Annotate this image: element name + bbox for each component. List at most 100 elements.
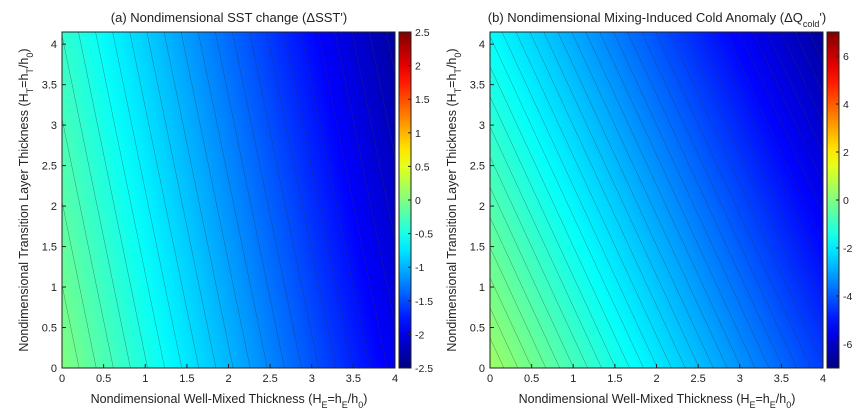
contour-line xyxy=(62,283,80,368)
x-tick-label: 0 xyxy=(59,373,65,385)
y-tick-label: 1.5 xyxy=(42,242,57,254)
x-ticks: 0 0.5 1 1.5 2 2.5 3 3.5 4 xyxy=(59,364,398,385)
x-axis-label: Nondimensional Well-Mixed Thickness (HE=… xyxy=(519,392,796,410)
y-tick-label: 4 xyxy=(479,39,485,51)
contour-line xyxy=(490,216,561,368)
y-tick-label: 0 xyxy=(479,363,485,375)
contour-line xyxy=(112,32,183,368)
y-tick-label: 2 xyxy=(479,201,485,213)
x-ticks: 0 0.5 1 1.5 2 2.5 3 3.5 4 xyxy=(487,364,826,385)
heatmap-fill xyxy=(62,32,395,368)
contour-line xyxy=(62,117,114,368)
contour-line xyxy=(669,32,823,365)
x-tick-label: 1 xyxy=(570,373,576,385)
contour-line xyxy=(627,32,784,368)
colorbar-tick-label: -2.5 xyxy=(415,363,433,375)
x-tick-label: 2.5 xyxy=(262,373,277,385)
colorbar-tick-label: 1.5 xyxy=(415,94,430,106)
x-tick-label: 3 xyxy=(737,373,743,385)
chart-title: (a) Nondimensional SST change (ΔSST') xyxy=(111,10,347,25)
contour-line xyxy=(585,32,742,368)
y-tick-label: 2 xyxy=(51,201,57,213)
colorbar-tick-label: 0.5 xyxy=(415,161,430,173)
colorbar-tick-label: 2 xyxy=(843,147,849,159)
y-tick-label: 3.5 xyxy=(470,80,485,92)
contour-line xyxy=(146,32,217,368)
contour-line xyxy=(490,95,616,368)
x-tick-label: 1.5 xyxy=(179,373,194,385)
contour-line xyxy=(655,32,812,368)
contour-line xyxy=(529,32,686,368)
contour-line xyxy=(369,32,395,159)
plot-area xyxy=(62,32,395,368)
contour-line xyxy=(490,126,602,368)
contour-line xyxy=(490,186,574,368)
x-tick-label: 2 xyxy=(225,373,231,385)
contour-line xyxy=(490,246,547,368)
y-tick-label: 1 xyxy=(479,282,485,294)
contour-line xyxy=(515,32,672,368)
colorbar-tick-label: 6 xyxy=(843,51,849,63)
contour-line xyxy=(641,32,798,368)
x-tick-label: 3.5 xyxy=(774,373,789,385)
contour-line xyxy=(752,32,823,184)
contour-line xyxy=(543,32,700,368)
contour-line xyxy=(490,307,519,368)
y-tick-label: 0 xyxy=(51,363,57,375)
x-tick-label: 4 xyxy=(392,373,398,385)
contour-line xyxy=(725,32,823,244)
colorbar-tick-label: -2 xyxy=(843,243,852,255)
contour-line xyxy=(180,32,251,368)
colorbar-tick-label: 2.5 xyxy=(415,27,430,39)
x-tick-label: 1.5 xyxy=(607,373,622,385)
colorbar-tick-label: -1 xyxy=(415,262,424,274)
contour-line xyxy=(739,32,823,214)
y-tick-label: 2.5 xyxy=(470,161,485,173)
plot-area xyxy=(490,32,823,368)
contour-line xyxy=(490,276,533,368)
colorbar-tick-label: 0 xyxy=(415,195,421,207)
y-tick-label: 4 xyxy=(51,39,57,51)
contour-line xyxy=(62,33,131,368)
y-tick-label: 2.5 xyxy=(42,161,57,173)
contour-line xyxy=(766,32,823,154)
y-tick-label: 0.5 xyxy=(42,323,57,335)
contour-line xyxy=(78,32,148,368)
contour-line xyxy=(501,32,658,368)
x-axis-label: Nondimensional Well-Mixed Thickness (HE=… xyxy=(91,392,368,410)
colorbar-tick-label: 0 xyxy=(843,195,849,207)
contour-line xyxy=(283,32,354,368)
y-tick-label: 1 xyxy=(51,282,57,294)
y-tick-label: 3 xyxy=(51,120,57,132)
y-ticks: 0 0.5 1 1.5 2 2.5 3 3.5 4 xyxy=(470,39,494,375)
x-tick-label: 0 xyxy=(487,373,493,385)
y-tick-label: 3.5 xyxy=(42,80,57,92)
contour-line xyxy=(490,156,588,368)
colorbar-tick-label: -6 xyxy=(843,339,852,351)
y-axis-label: Nondimensional Transition Layer Thicknes… xyxy=(445,48,463,351)
contour-line xyxy=(232,32,302,368)
colorbar-tick-label: 1 xyxy=(415,128,421,140)
x-tick-label: 0.5 xyxy=(96,373,111,385)
x-tick-label: 3.5 xyxy=(346,373,361,385)
contour-line xyxy=(351,32,395,242)
contour-line xyxy=(62,200,97,368)
contour-line xyxy=(317,32,388,368)
x-tick-label: 2 xyxy=(653,373,659,385)
chart-title: (b) Nondimensional Mixing-Induced Cold A… xyxy=(488,10,826,29)
colorbar: 6 4 2 0 -2 -4 -6 xyxy=(826,31,852,369)
x-tick-label: 3 xyxy=(309,373,315,385)
x-tick-label: 1 xyxy=(142,373,148,385)
y-tick-label: 1.5 xyxy=(470,242,485,254)
colorbar-tick-label: -4 xyxy=(843,291,852,303)
contour-line xyxy=(711,32,823,274)
contour-line xyxy=(334,32,395,325)
y-axis-label: Nondimensional Transition Layer Thicknes… xyxy=(17,48,35,351)
contour-line xyxy=(95,32,165,368)
contour-line xyxy=(780,32,823,124)
y-tick-label: 0.5 xyxy=(470,323,485,335)
colorbar-tick-label: -0.5 xyxy=(415,229,433,241)
colorbar-tick-label: -2 xyxy=(415,329,424,341)
